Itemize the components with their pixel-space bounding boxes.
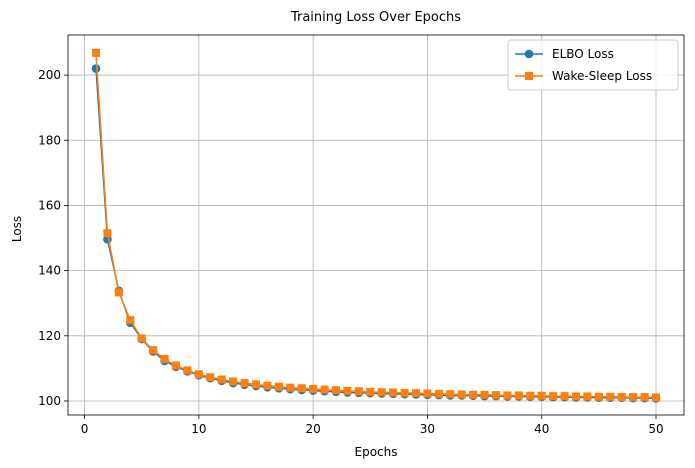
y-tick-label: 160 [38,198,61,212]
data-point [412,389,420,398]
data-point [183,366,192,375]
y-tick-label: 140 [38,264,61,278]
data-point [320,385,329,394]
data-point [137,334,146,343]
y-axis-label: Loss [10,216,24,242]
x-tick-label: 30 [420,422,435,436]
data-point [652,393,660,402]
chart-title: Training Loss Over Epochs [290,10,461,25]
legend-entry: ELBO Loss [515,47,614,61]
y-tick-label: 120 [38,329,61,343]
data-point [549,392,558,401]
data-point [617,393,626,402]
data-point [606,392,615,401]
data-point [389,388,398,397]
data-point [629,393,638,402]
data-point [572,392,580,401]
x-tick-label: 10 [191,422,206,436]
data-point [286,383,295,392]
data-point [400,388,409,397]
data-point [206,373,215,382]
grid [68,35,684,415]
data-point [114,288,123,297]
x-tick-label: 0 [81,422,89,436]
legend-entry: Wake-Sleep Loss [515,69,652,83]
data-point [434,389,443,398]
data-point [594,392,603,401]
data-point [103,229,112,238]
legend: ELBO Loss Wake-Sleep Loss [507,39,679,91]
legend-frame [507,39,679,91]
series-2 [92,48,660,402]
data-point [537,391,546,400]
legend-label: ELBO Loss [552,47,614,61]
data-point [560,392,569,401]
data-point [194,370,203,379]
data-point [423,389,432,398]
legend-marker [525,72,533,80]
data-point [92,48,100,57]
data-point [274,382,283,391]
legend-label: Wake-Sleep Loss [552,69,652,83]
x-tick-label: 50 [648,422,663,436]
legend-marker [524,49,534,59]
series-1 [91,64,661,403]
data-point [366,387,375,396]
data-point [514,391,523,400]
data-point [332,386,340,395]
data-point [263,381,272,390]
data-point [503,391,512,400]
data-point [126,316,135,325]
plot-frame [67,34,685,416]
y-tick-label: 200 [38,68,61,82]
axes: 0 10 20 30 40 50 100 120 140 160 180 200 [38,34,685,436]
data-point [446,390,455,399]
data-point [240,379,249,388]
series-layer [91,48,661,403]
data-point [526,391,535,400]
data-point [377,388,386,397]
y-tick-label: 180 [38,133,61,147]
data-point [252,380,260,389]
data-point [480,390,489,399]
data-point [492,391,500,400]
data-point [172,361,180,370]
data-point [160,354,169,363]
x-tick-label: 40 [534,422,549,436]
x-tick-label: 20 [306,422,321,436]
data-point [91,64,101,73]
data-point [217,375,226,384]
data-point [229,377,238,386]
data-point [149,346,158,355]
data-point [640,393,649,402]
data-point [343,386,352,395]
data-point [469,390,478,399]
data-point [354,387,363,396]
data-point [457,390,466,399]
data-point [297,384,306,393]
series-line [95,68,657,400]
data-point [583,392,592,401]
y-tick-label: 100 [38,394,61,408]
x-axis-label: Epochs [355,445,398,459]
data-point [309,384,318,393]
series-line [95,52,657,399]
